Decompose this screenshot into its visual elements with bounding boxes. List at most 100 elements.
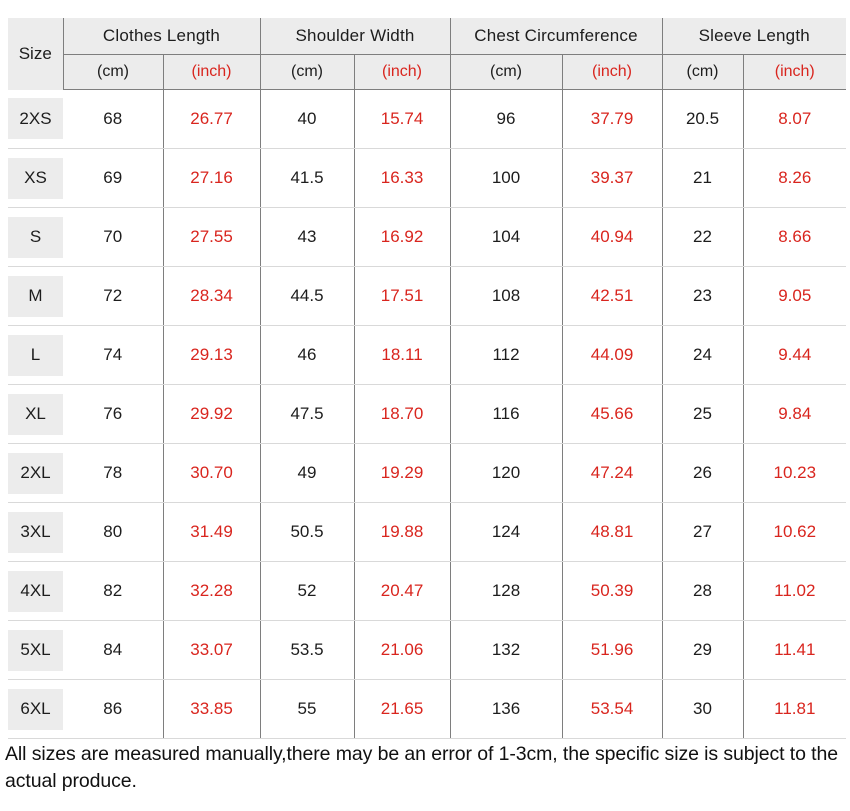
value-cell: 76 (63, 384, 163, 444)
value-cell: 128 (449, 561, 563, 621)
value-cell: 48.81 (561, 502, 663, 562)
value-cell: 41.5 (259, 148, 355, 208)
unit-header-inch: (inch) (353, 54, 451, 90)
group-header-row: Size Clothes Length Shoulder Width Chest… (8, 18, 847, 90)
value-cell: 19.29 (353, 443, 451, 503)
value-cell: 20.5 (661, 89, 744, 149)
value-cell: 27 (661, 502, 744, 562)
value-cell: 37.79 (561, 89, 663, 149)
size-cell: 2XS (8, 89, 63, 149)
value-cell: 33.85 (162, 679, 261, 739)
value-cell: 43 (259, 207, 355, 267)
table-row: 2XS 68 26.77 40 15.74 96 37.79 20.5 8.07 (8, 89, 847, 149)
unit-header-cm: (cm) (449, 54, 563, 90)
value-cell: 120 (449, 443, 563, 503)
table-row: 5XL 84 33.07 53.5 21.06 132 51.96 29 11.41 (8, 620, 847, 680)
value-cell: 31.49 (162, 502, 261, 562)
value-cell: 78 (63, 443, 163, 503)
value-cell: 25 (661, 384, 744, 444)
unit-header-inch: (inch) (561, 54, 663, 90)
value-cell: 15.74 (353, 89, 451, 149)
size-cell: 3XL (8, 502, 63, 562)
value-cell: 96 (449, 89, 563, 149)
value-cell: 45.66 (561, 384, 663, 444)
value-cell: 20.47 (353, 561, 451, 621)
unit-header-cm: (cm) (259, 54, 355, 90)
value-cell: 46 (259, 325, 355, 385)
size-label: XS (8, 157, 63, 199)
value-cell: 18.11 (353, 325, 451, 385)
value-cell: 50.5 (259, 502, 355, 562)
value-cell: 11.41 (742, 620, 847, 680)
value-cell: 8.66 (742, 207, 847, 267)
value-cell: 30 (661, 679, 744, 739)
table-row: XS 69 27.16 41.5 16.33 100 39.37 21 8.26 (8, 148, 847, 208)
value-cell: 21.65 (353, 679, 451, 739)
value-cell: 27.16 (162, 148, 261, 208)
value-cell: 9.05 (742, 266, 847, 326)
size-cell: 4XL (8, 561, 63, 621)
value-cell: 29 (661, 620, 744, 680)
value-cell: 51.96 (561, 620, 663, 680)
size-label: XL (8, 393, 63, 435)
value-cell: 42.51 (561, 266, 663, 326)
unit-header-cm: (cm) (661, 54, 744, 90)
value-cell: 32.28 (162, 561, 261, 621)
value-cell: 52 (259, 561, 355, 621)
unit-header-row: (cm) (inch) (cm) (inch) (cm) (inch) (cm)… (8, 54, 847, 90)
value-cell: 26.77 (162, 89, 261, 149)
value-cell: 84 (63, 620, 163, 680)
unit-header-inch: (inch) (742, 54, 847, 90)
size-cell: 6XL (8, 679, 63, 739)
size-label: 6XL (8, 688, 63, 730)
value-cell: 69 (63, 148, 163, 208)
value-cell: 47.5 (259, 384, 355, 444)
size-label: 2XL (8, 452, 63, 494)
table-header: Size Clothes Length Shoulder Width Chest… (8, 18, 847, 90)
size-cell: M (8, 266, 63, 326)
size-cell: 5XL (8, 620, 63, 680)
value-cell: 26 (661, 443, 744, 503)
size-label: 4XL (8, 570, 63, 612)
unit-header-inch: (inch) (162, 54, 261, 90)
value-cell: 47.24 (561, 443, 663, 503)
value-cell: 100 (449, 148, 563, 208)
value-cell: 11.02 (742, 561, 847, 621)
value-cell: 21 (661, 148, 744, 208)
size-label: 3XL (8, 511, 63, 553)
size-label: 5XL (8, 629, 63, 671)
value-cell: 44.09 (561, 325, 663, 385)
value-cell: 74 (63, 325, 163, 385)
value-cell: 132 (449, 620, 563, 680)
value-cell: 82 (63, 561, 163, 621)
unit-header-cm: (cm) (62, 54, 163, 90)
value-cell: 53.54 (561, 679, 663, 739)
value-cell: 27.55 (162, 207, 261, 267)
value-cell: 10.62 (742, 502, 847, 562)
value-cell: 8.26 (742, 148, 847, 208)
size-cell: XS (8, 148, 63, 208)
value-cell: 17.51 (353, 266, 451, 326)
value-cell: 44.5 (259, 266, 355, 326)
value-cell: 39.37 (561, 148, 663, 208)
size-column-header: Size (8, 18, 63, 90)
value-cell: 8.07 (742, 89, 847, 149)
measurement-disclaimer-note: All sizes are measured manually,there ma… (5, 743, 838, 792)
value-cell: 19.88 (353, 502, 451, 562)
size-cell: 2XL (8, 443, 63, 503)
value-cell: 49 (259, 443, 355, 503)
size-label: S (8, 216, 63, 258)
table-row: 2XL 78 30.70 49 19.29 120 47.24 26 10.23 (8, 443, 847, 503)
table-row: XL 76 29.92 47.5 18.70 116 45.66 25 9.84 (8, 384, 847, 444)
table-row: M 72 28.34 44.5 17.51 108 42.51 23 9.05 (8, 266, 847, 326)
value-cell: 70 (63, 207, 163, 267)
value-cell: 116 (449, 384, 563, 444)
value-cell: 21.06 (353, 620, 451, 680)
value-cell: 9.84 (742, 384, 847, 444)
group-header-chest-circumference: Chest Circumference (449, 18, 663, 55)
value-cell: 16.33 (353, 148, 451, 208)
size-table-body: 2XS 68 26.77 40 15.74 96 37.79 20.5 8.07 XS 69 27.1… (8, 89, 847, 739)
size-cell: S (8, 207, 63, 267)
value-cell: 112 (449, 325, 563, 385)
